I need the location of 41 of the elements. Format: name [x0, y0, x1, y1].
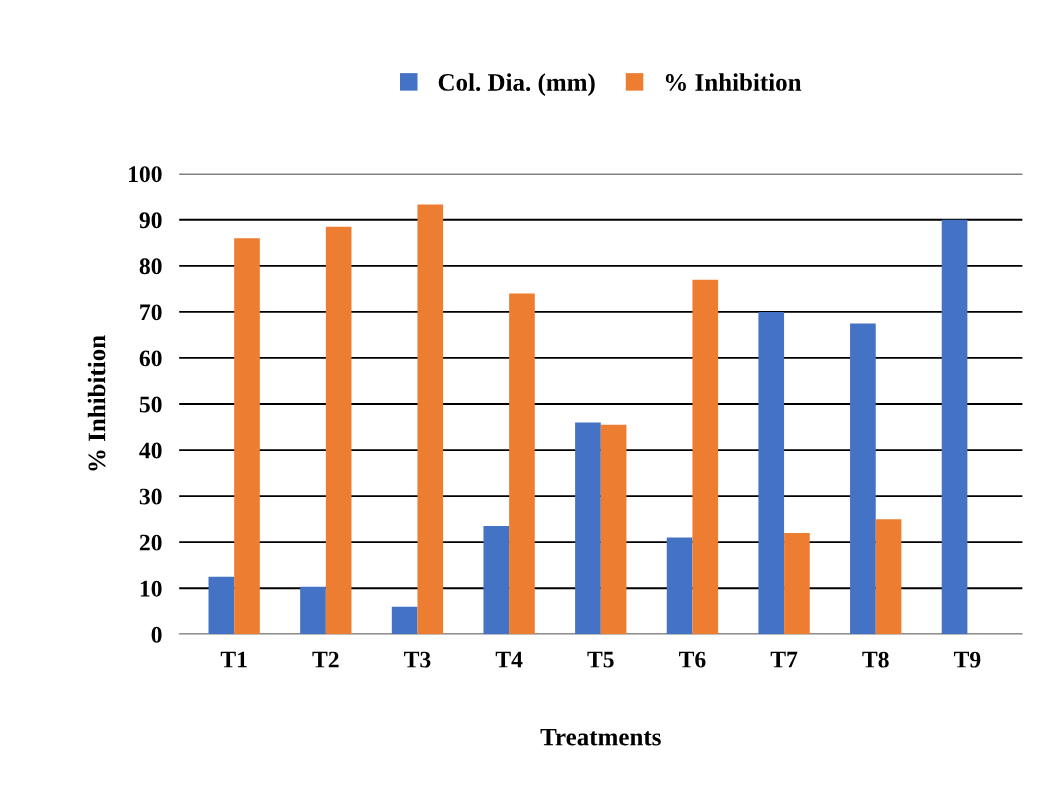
x-tick-label: T6: [679, 651, 706, 668]
bar: [941, 219, 968, 635]
bar: [391, 606, 418, 635]
bar: [692, 279, 719, 635]
x-axis-title: Treatments: [540, 728, 661, 746]
y-tick-label: 100: [128, 166, 162, 183]
bar: [509, 293, 535, 635]
x-tick-label: T8: [862, 651, 889, 668]
x-tick-label: T3: [404, 651, 431, 668]
x-tick-label: T7: [770, 651, 798, 668]
y-tick-label: 70: [140, 304, 162, 321]
bar: [234, 238, 260, 635]
bar: [784, 532, 810, 635]
y-tick-label: 60: [139, 350, 162, 367]
bar: [325, 226, 352, 635]
y-tick-label: 10: [140, 580, 162, 597]
x-tick-label: T4: [495, 651, 523, 668]
bar: [575, 422, 601, 635]
legend-label: Col. Dia. (mm): [438, 73, 595, 96]
x-tick-label: T2: [312, 651, 339, 668]
x-tick-label: T5: [587, 651, 614, 668]
y-axis-title: % Inhibition: [87, 335, 106, 471]
bar: [417, 204, 444, 635]
y-tick-label: 20: [139, 534, 162, 551]
legend-label: % Inhibition: [665, 73, 802, 91]
y-tick-label: 40: [139, 442, 162, 459]
x-tick-label: T1: [220, 651, 247, 668]
y-tick-label: 0: [151, 626, 162, 643]
x-tick-label: T9: [953, 651, 981, 668]
y-tick-label: 50: [139, 396, 162, 413]
y-tick-label: 30: [139, 488, 162, 505]
bar: [666, 537, 693, 635]
bar: [758, 311, 785, 635]
bar: [600, 424, 627, 635]
bar: [483, 526, 510, 635]
y-tick-label: 80: [139, 258, 162, 275]
bar: [300, 586, 326, 635]
bar: [208, 576, 235, 635]
bar: [875, 519, 902, 635]
y-tick-label: 90: [139, 212, 162, 229]
bar: [850, 323, 876, 635]
